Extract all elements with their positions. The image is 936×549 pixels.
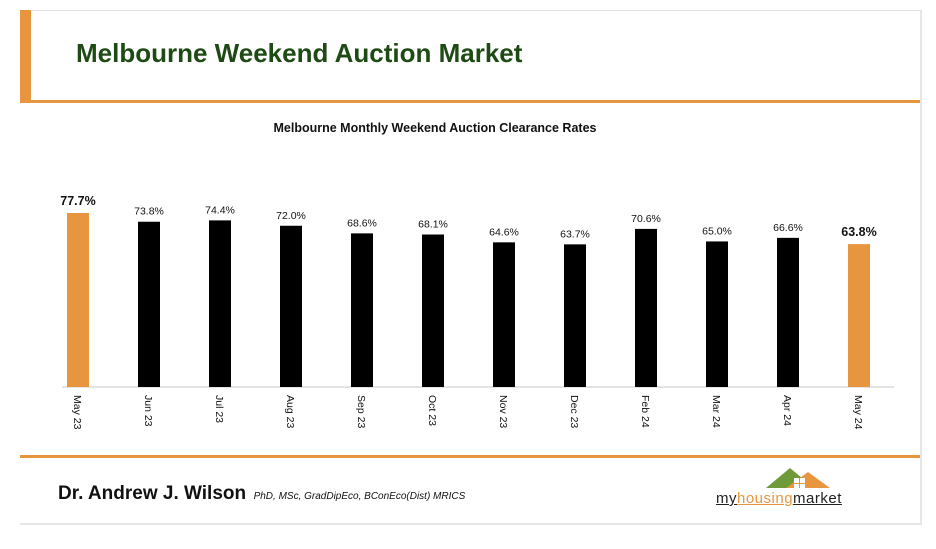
tick-label-apr-24: Apr 24: [781, 395, 793, 426]
value-label-jun-23: 73.8%: [134, 206, 164, 218]
logo-wordmark: myhousingmarket: [716, 490, 882, 507]
value-label-aug-23: 72.0%: [276, 210, 306, 222]
value-label-oct-23: 68.1%: [418, 218, 448, 230]
logo-text-my: my: [716, 490, 737, 507]
clearance-rate-chart: Melbourne Monthly Weekend Auction Cleara…: [60, 121, 894, 430]
bar-nov-23: [493, 242, 515, 387]
value-label-group: 77.7% 73.8% 74.4% 72.0% 68.6% 68.1% 64.6% 63.7%…: [60, 194, 876, 240]
bar-dec-23: [564, 244, 586, 387]
tick-label-jul-23: Jul 23: [213, 395, 225, 423]
tick-label-sep-23: Sep 23: [355, 395, 367, 428]
bar-oct-23: [422, 234, 444, 387]
tick-label-oct-23: Oct 23: [426, 395, 438, 426]
slide-frame: [20, 10, 922, 525]
value-label-nov-23: 64.6%: [489, 226, 519, 238]
value-label-feb-24: 70.6%: [631, 213, 661, 225]
value-label-sep-23: 68.6%: [347, 217, 377, 229]
bar-mar-24: [706, 241, 728, 387]
page-title: Melbourne Weekend Auction Market: [76, 38, 523, 68]
bar-group: [67, 213, 870, 387]
header-divider: [20, 100, 920, 103]
footer-divider: [20, 455, 920, 458]
bar-may-23: [67, 213, 89, 387]
tick-label-mar-24: Mar 24: [710, 395, 722, 428]
house-roof-icon: [766, 468, 830, 488]
tick-label-group: May 23 Jun 23 Jul 23 Aug 23 Sep 23 Oct 23 Nov …: [71, 395, 864, 430]
tick-label-may-24: May 24: [852, 395, 864, 430]
logo-text-market: market: [793, 490, 842, 507]
bar-jul-23: [209, 220, 231, 387]
tick-label-dec-23: Dec 23: [568, 395, 580, 428]
bar-jun-23: [138, 221, 160, 387]
value-label-jul-23: 74.4%: [205, 204, 235, 216]
author-credentials: PhD, MSc, GradDipEco, BConEco(Dist) MRIC…: [253, 491, 466, 502]
value-label-may-23: 77.7%: [60, 194, 95, 208]
value-label-may-24: 63.8%: [841, 225, 876, 239]
bar-feb-24: [635, 228, 657, 387]
tick-label-feb-24: Feb 24: [639, 395, 651, 428]
author-name: Dr. Andrew J. Wilson: [58, 483, 247, 504]
tick-label-may-23: May 23: [71, 395, 83, 430]
bar-apr-24: [777, 237, 799, 387]
bar-sep-23: [351, 233, 373, 387]
tick-label-aug-23: Aug 23: [284, 395, 296, 428]
logo-text-housing: housing: [737, 490, 794, 507]
bar-aug-23: [280, 225, 302, 387]
tick-label-nov-23: Nov 23: [497, 395, 509, 428]
author-signature: Dr. Andrew J. Wilson PhD, MSc, GradDipEc…: [58, 483, 465, 505]
tick-label-jun-23: Jun 23: [142, 395, 154, 427]
value-label-dec-23: 63.7%: [560, 228, 590, 240]
chart-title: Melbourne Monthly Weekend Auction Cleara…: [274, 121, 597, 135]
myhousingmarket-logo[interactable]: myhousingmarket: [716, 464, 882, 510]
bar-may-24: [848, 244, 870, 387]
value-label-apr-24: 66.6%: [773, 222, 803, 234]
value-label-mar-24: 65.0%: [702, 225, 732, 237]
header-accent-bar: [20, 10, 31, 102]
